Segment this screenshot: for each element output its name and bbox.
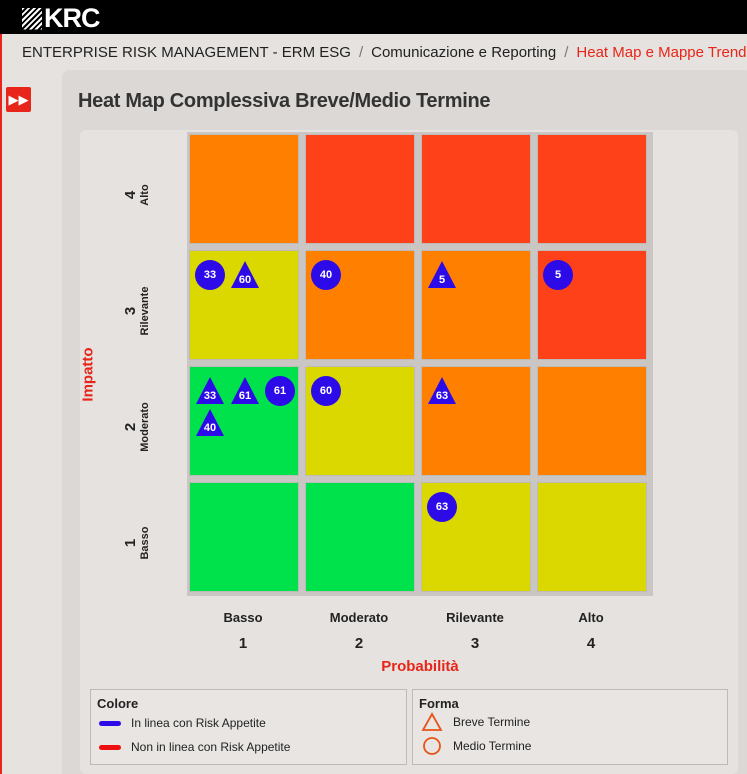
- y-level-number: 1: [122, 538, 139, 548]
- risk-marker-label: 33: [203, 269, 217, 281]
- x-level-name: Alto: [578, 610, 604, 625]
- risk-marker-medio[interactable]: 40: [311, 260, 341, 290]
- risk-marker-breve[interactable]: 60: [230, 260, 260, 290]
- risk-marker-breve[interactable]: 5: [427, 260, 457, 290]
- risk-marker-breve[interactable]: 63: [427, 376, 457, 406]
- x-level-name: Basso: [223, 610, 263, 625]
- risk-marker-breve[interactable]: 33: [195, 376, 225, 406]
- heatmap-cell: [305, 482, 415, 592]
- risk-marker-medio[interactable]: 60: [311, 376, 341, 406]
- legend-swatch: [99, 744, 121, 750]
- y-level-3: 3 Rilevante: [122, 266, 152, 356]
- heatmap-cell: [189, 134, 299, 244]
- legend-title: Colore: [97, 696, 139, 711]
- double-chevron-right-icon: ▶▶: [8, 92, 29, 107]
- logo-text: KRC: [44, 3, 100, 33]
- triangle-outline-icon: [421, 712, 443, 731]
- y-level-number: 2: [122, 422, 139, 432]
- krc-logo[interactable]: KRC: [22, 3, 100, 34]
- y-level-name: Rilevante: [139, 286, 151, 336]
- risk-marker-label: 61: [238, 390, 252, 402]
- heatmap-cell: [537, 366, 647, 476]
- legend-item-breve: Breve Termine: [421, 712, 530, 732]
- heatmap-cell: [537, 482, 647, 592]
- risk-marker-label: 33: [203, 390, 217, 402]
- legend-title: Forma: [419, 696, 459, 711]
- risk-marker-label: 60: [319, 385, 333, 397]
- heatmap-cell: [421, 366, 531, 476]
- top-bar: KRC: [0, 0, 747, 34]
- x-level-number: 1: [238, 635, 248, 652]
- breadcrumb-separator: /: [358, 44, 364, 61]
- y-level-2: 2 Moderato: [122, 382, 152, 472]
- sidebar-toggle-button[interactable]: ▶▶: [6, 87, 31, 112]
- legend-item-medio: Medio Termine: [421, 736, 531, 756]
- x-axis-title: Probabilità: [381, 658, 459, 675]
- x-level-number: 4: [586, 635, 596, 652]
- risk-marker-medio[interactable]: 63: [427, 492, 457, 522]
- risk-marker-medio[interactable]: 33: [195, 260, 225, 290]
- y-level-name: Alto: [139, 184, 151, 206]
- risk-marker-label: 5: [554, 269, 562, 281]
- heatmap-grid: 33 60 40 5 5 33 61 61 40 60 63 63: [187, 132, 653, 596]
- risk-marker-medio[interactable]: 5: [543, 260, 573, 290]
- heatmap-cell: [537, 134, 647, 244]
- legend-item-label: Non in linea con Risk Appetite: [131, 740, 291, 754]
- risk-marker-label: 63: [435, 501, 449, 513]
- breadcrumb: ENTERPRISE RISK MANAGEMENT - ERM ESG / C…: [22, 44, 747, 64]
- heatmap-cell: [305, 134, 415, 244]
- risk-marker-label: 40: [319, 269, 333, 281]
- x-level-name: Moderato: [329, 610, 389, 625]
- legend-colore: Colore In linea con Risk Appetite Non in…: [90, 689, 407, 765]
- circle-outline-icon: [423, 737, 441, 755]
- risk-marker-label: 60: [238, 274, 252, 286]
- legend-item-label: In linea con Risk Appetite: [131, 716, 266, 730]
- breadcrumb-item-comunicazione[interactable]: Comunicazione e Reporting: [371, 44, 557, 61]
- logo-mark-icon: [22, 7, 42, 30]
- legend-item-in-linea: In linea con Risk Appetite: [99, 716, 266, 730]
- y-level-4: 4 Alto: [122, 150, 152, 240]
- legend-item-non-in-linea: Non in linea con Risk Appetite: [99, 740, 290, 754]
- legend-swatch: [99, 720, 121, 726]
- left-accent-line: [0, 34, 2, 774]
- legend-item-label: Medio Termine: [453, 739, 532, 753]
- breadcrumb-item-erm[interactable]: ENTERPRISE RISK MANAGEMENT - ERM ESG: [22, 44, 351, 61]
- y-level-number: 4: [122, 190, 139, 200]
- risk-marker-label: 61: [273, 385, 287, 397]
- heatmap-cell: [189, 482, 299, 592]
- y-level-name: Moderato: [139, 402, 151, 452]
- y-level-number: 3: [122, 306, 139, 316]
- breadcrumb-separator: /: [564, 44, 569, 61]
- y-level-1: 1 Basso: [122, 498, 152, 588]
- breadcrumb-item-heatmap: Heat Map e Mappe Trend: [576, 44, 747, 61]
- page-title: Heat Map Complessiva Breve/Medio Termine: [78, 90, 491, 112]
- x-level-number: 3: [470, 635, 480, 652]
- risk-marker-label: 63: [435, 390, 449, 402]
- risk-marker-breve[interactable]: 40: [195, 408, 225, 438]
- risk-marker-breve[interactable]: 61: [230, 376, 260, 406]
- x-level-number: 2: [354, 635, 364, 652]
- risk-marker-label: 5: [438, 274, 446, 286]
- x-level-name: Rilevante: [446, 610, 504, 625]
- risk-marker-medio[interactable]: 61: [265, 376, 295, 406]
- y-axis-title: Impatto: [79, 347, 97, 402]
- legend-forma: Forma Breve Termine Medio Termine: [412, 689, 728, 765]
- y-level-name: Basso: [139, 526, 151, 560]
- heatmap-cell: [421, 134, 531, 244]
- risk-marker-label: 40: [203, 422, 217, 434]
- legend-item-label: Breve Termine: [453, 715, 531, 729]
